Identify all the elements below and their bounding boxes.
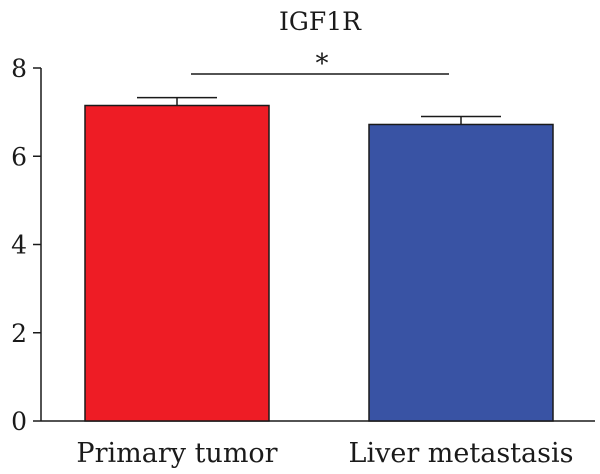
y-tick-label: 2 [11, 319, 27, 348]
bars [84, 96, 554, 422]
x-category-label: Primary tumor [76, 438, 277, 469]
y-tick-label: 8 [11, 54, 27, 83]
significance-label: * [316, 49, 329, 79]
significance-annotation: * [191, 49, 449, 79]
y-tick-label: 0 [11, 407, 27, 436]
bar [368, 123, 554, 422]
x-category-label: Liver metastasis [349, 438, 574, 469]
y-tick-label: 6 [11, 142, 27, 171]
bar [84, 104, 270, 422]
y-tick-label: 4 [11, 231, 27, 260]
x-axis: Primary tumor Liver metastasis [41, 420, 595, 469]
chart-title: IGF1R [279, 7, 362, 36]
y-axis: 0 2 4 6 8 [11, 54, 42, 436]
